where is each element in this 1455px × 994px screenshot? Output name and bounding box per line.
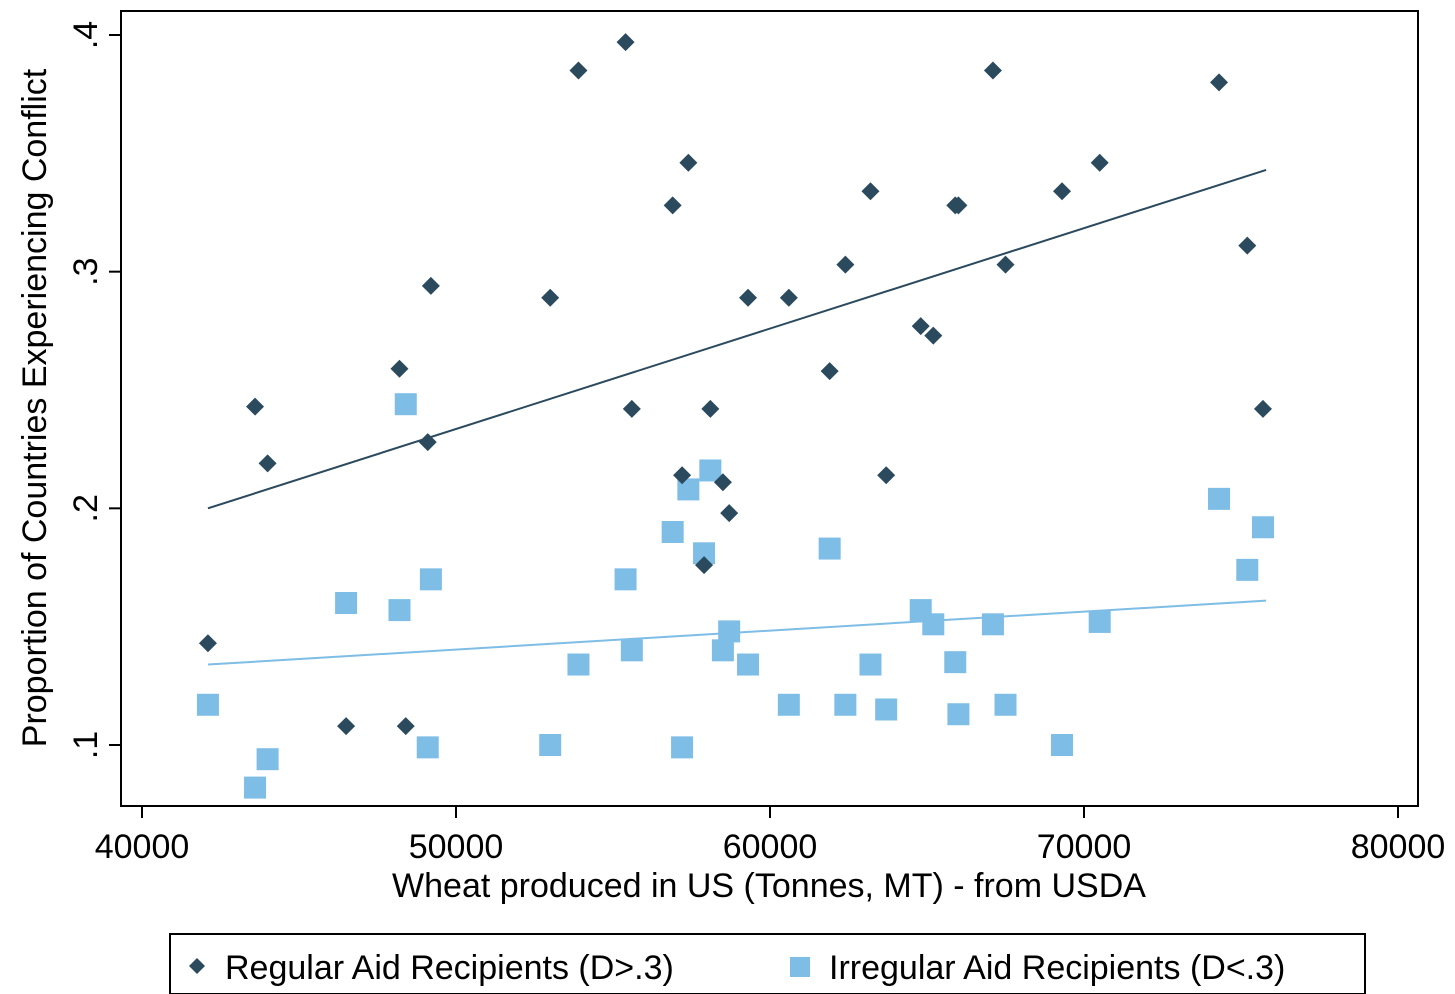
y-axis-title: Proportion of Countries Experiencing Con… (16, 68, 54, 747)
data-point-irregular (834, 693, 857, 716)
data-point-regular (396, 717, 415, 736)
data-point-irregular (416, 736, 439, 759)
data-point-irregular (677, 478, 700, 501)
data-point-regular (924, 326, 943, 345)
data-point-irregular (335, 592, 358, 614)
data-point-irregular (671, 736, 694, 759)
data-point-irregular (419, 568, 442, 591)
data-point-regular (390, 359, 409, 378)
y-tick-label: .2 (67, 494, 105, 522)
fit-line-regular (207, 168, 1267, 510)
data-point-irregular (244, 776, 267, 799)
data-point-irregular (1051, 734, 1074, 756)
data-point-regular (996, 255, 1015, 274)
data-point-regular (701, 399, 720, 418)
data-point-regular (739, 288, 758, 307)
data-point-irregular (539, 734, 562, 756)
data-point-regular (541, 288, 560, 307)
data-point-regular (258, 454, 277, 473)
data-point-regular (421, 276, 440, 295)
data-point-regular (911, 317, 930, 336)
data-point-irregular (394, 393, 417, 416)
data-point-regular (983, 61, 1002, 80)
legend-label-irregular: Irregular Aid Recipients (D<.3) (829, 949, 1285, 987)
data-point-regular (673, 466, 692, 485)
legend-marker-regular (189, 958, 205, 974)
y-tick-label: .4 (67, 21, 105, 49)
data-point-irregular (1088, 610, 1111, 633)
data-point-regular (720, 504, 739, 523)
data-points (196, 33, 1274, 799)
data-point-irregular (718, 620, 741, 643)
data-point-regular (337, 717, 356, 736)
y-tick-label: .1 (67, 731, 105, 759)
data-point-regular (836, 255, 855, 274)
data-point-irregular (947, 703, 970, 726)
x-axis: 40000 50000 60000 70000 80000 (95, 806, 1446, 866)
data-point-regular (622, 399, 641, 418)
data-point-regular (1253, 399, 1272, 418)
legend-frame (169, 933, 1366, 994)
data-point-regular (1053, 182, 1072, 201)
data-point-regular (679, 153, 698, 172)
x-tick-label: 70000 (1037, 828, 1132, 866)
x-tick-label: 60000 (723, 828, 818, 866)
data-point-irregular (922, 613, 945, 636)
plot-area-frame (120, 10, 1419, 807)
data-point-irregular (981, 613, 1004, 636)
data-point-regular (861, 182, 880, 201)
data-point-irregular (1236, 558, 1259, 581)
data-point-irregular (711, 639, 734, 662)
data-point-regular (616, 33, 635, 52)
data-point-regular (949, 196, 968, 215)
data-point-irregular (693, 542, 716, 565)
y-tick-label: .3 (67, 257, 105, 285)
data-point-irregular (1251, 516, 1274, 539)
data-point-regular (820, 362, 839, 381)
data-point-regular (877, 466, 896, 485)
data-point-regular (1090, 153, 1109, 172)
data-point-irregular (567, 653, 590, 676)
data-point-regular (198, 634, 217, 653)
data-point-regular (1210, 73, 1229, 92)
data-point-irregular (875, 698, 898, 721)
data-point-regular (713, 473, 732, 492)
x-tick-label: 40000 (95, 828, 190, 866)
data-point-irregular (196, 693, 219, 716)
x-tick-label: 50000 (409, 828, 504, 866)
data-point-irregular (620, 639, 643, 662)
data-point-regular (695, 556, 714, 575)
x-axis-title: Wheat produced in US (Tonnes, MT) - from… (392, 867, 1146, 905)
y-axis: .1 .2 .3 .4 (67, 21, 121, 759)
data-point-irregular (818, 537, 841, 560)
data-point-irregular (1208, 487, 1231, 510)
data-point-regular (663, 196, 682, 215)
data-point-regular (246, 397, 265, 416)
data-point-irregular (661, 521, 684, 543)
legend-label-regular: Regular Aid Recipients (D>.3) (225, 949, 674, 987)
data-point-irregular (859, 653, 882, 676)
data-point-irregular (777, 693, 800, 716)
data-point-regular (418, 433, 437, 452)
data-point-irregular (737, 653, 760, 676)
x-tick-label: 80000 (1351, 828, 1446, 866)
data-point-regular (1238, 236, 1257, 255)
legend-marker-irregular (790, 957, 810, 977)
data-point-irregular (699, 459, 722, 482)
data-point-irregular (614, 568, 637, 591)
data-point-regular (779, 288, 798, 307)
legend: Regular Aid Recipients (D>.3) Irregular … (169, 933, 1366, 994)
data-point-irregular (388, 599, 411, 622)
data-point-irregular (994, 693, 1017, 716)
data-point-irregular (944, 651, 967, 674)
data-point-irregular (256, 748, 279, 771)
data-point-regular (569, 61, 588, 80)
